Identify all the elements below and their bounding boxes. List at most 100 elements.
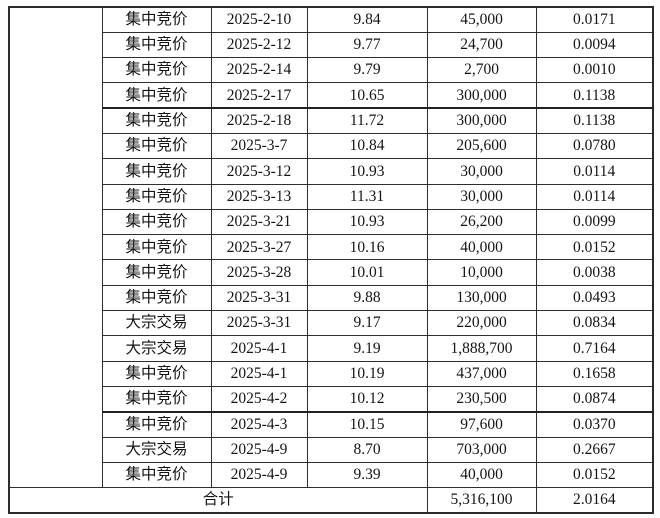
volume-cell: 205,600	[426, 132, 537, 160]
table-row: 集中竞价 2025-2-10 9.84 45,000 0.0171	[8, 6, 654, 489]
method-cell: 集中竞价	[101, 284, 212, 312]
date-cell: 2025-4-9	[210, 436, 308, 463]
table-row: 集中竞价 2025-2-12 9.77 24,700 0.0094	[9, 31, 654, 59]
table-row: 集中竞价 2025-2-17 10.65 300,000 0.1138	[9, 82, 654, 110]
price-cell: 9.77	[306, 31, 428, 59]
method-cell: 集中竞价	[101, 360, 212, 387]
method-cell: 集中竞价	[101, 259, 212, 286]
price-cell: 10.15	[306, 411, 428, 438]
method-cell: 集中竞价	[101, 234, 212, 261]
method-cell: 集中竞价	[101, 57, 212, 84]
date-cell: 2025-3-7	[210, 132, 308, 160]
table-row: 集中竞价 2025-3-28 10.01 10,000 0.0038	[9, 259, 654, 286]
ratio-cell: 0.0370	[535, 411, 654, 438]
method-cell: 集中竞价	[101, 132, 212, 160]
price-cell: 9.84	[306, 6, 428, 33]
date-cell: 2025-2-14	[210, 57, 308, 84]
method-cell: 大宗交易	[101, 436, 212, 463]
table-row: 集中竞价 2025-2-14 9.79 2,700 0.0010	[9, 57, 654, 84]
ratio-cell: 0.0038	[535, 259, 654, 286]
volume-cell: 24,700	[426, 31, 537, 59]
table-row: 集中竞价 2025-4-9 9.39 40,000 0.0152	[9, 461, 654, 489]
table-row: 集中竞价 2025-4-1 10.19 437,000 0.1658	[9, 360, 654, 387]
table-row: 大宗交易 2025-4-9 8.70 703,000 0.2667	[9, 436, 654, 463]
method-cell: 集中竞价	[101, 461, 212, 489]
price-cell: 11.31	[306, 183, 428, 210]
volume-cell: 220,000	[426, 310, 537, 337]
ratio-cell: 0.2667	[535, 436, 654, 463]
volume-cell: 30,000	[426, 158, 537, 185]
price-cell: 9.17	[306, 310, 428, 337]
method-cell: 集中竞价	[101, 82, 212, 110]
volume-cell: 300,000	[426, 107, 537, 134]
ratio-cell: 0.0493	[535, 284, 654, 312]
volume-cell: 2,700	[426, 57, 537, 84]
date-cell: 2025-3-13	[210, 183, 308, 210]
ratio-cell: 0.0152	[535, 461, 654, 489]
method-cell: 大宗交易	[101, 335, 212, 362]
method-cell: 大宗交易	[101, 310, 212, 337]
date-cell: 2025-3-27	[210, 234, 308, 261]
table-row: 集中竞价 2025-3-31 9.88 130,000 0.0493	[9, 284, 654, 312]
table-row: 集中竞价 2025-3-27 10.16 40,000 0.0152	[9, 234, 654, 261]
ratio-cell: 0.1138	[535, 82, 654, 110]
date-cell: 2025-4-1	[210, 360, 308, 387]
table-row: 集中竞价 2025-3-13 11.31 30,000 0.0114	[9, 183, 654, 210]
price-cell: 9.39	[306, 461, 428, 489]
price-cell: 10.65	[306, 82, 428, 110]
volume-cell: 703,000	[426, 436, 537, 463]
ratio-cell: 0.0874	[535, 385, 654, 413]
ratio-cell: 0.0114	[535, 158, 654, 185]
date-cell: 2025-4-1	[210, 335, 308, 362]
date-cell: 2025-4-9	[210, 461, 308, 489]
price-cell: 8.70	[306, 436, 428, 463]
table-row: 集中竞价 2025-3-21 10.93 26,200 0.0099	[9, 208, 654, 236]
price-cell: 10.93	[306, 208, 428, 236]
table-row: 集中竞价 2025-3-12 10.93 30,000 0.0114	[9, 158, 654, 185]
ratio-cell: 0.0094	[535, 31, 654, 59]
volume-cell: 437,000	[426, 360, 537, 387]
date-cell: 2025-3-28	[210, 259, 308, 286]
ratio-cell: 0.1138	[535, 107, 654, 134]
date-cell: 2025-2-18	[210, 107, 308, 134]
table-row: 集中竞价 2025-4-3 10.15 97,600 0.0370	[9, 411, 654, 438]
method-cell: 集中竞价	[101, 411, 212, 438]
table-row: 集中竞价 2025-3-7 10.84 205,600 0.0780	[9, 132, 654, 160]
trades-table-body: 集中竞价 2025-2-10 9.84 45,000 0.0171 集中竞价 2025-2-…	[8, 6, 654, 514]
method-cell: 集中竞价	[101, 31, 212, 59]
volume-cell: 40,000	[426, 234, 537, 261]
method-cell: 集中竞价	[101, 6, 212, 33]
merged-left-cell	[8, 6, 103, 489]
date-cell: 2025-2-10	[210, 6, 308, 33]
table-row: 大宗交易 2025-3-31 9.17 220,000 0.0834	[9, 310, 654, 337]
date-cell: 2025-3-12	[210, 158, 308, 185]
volume-cell: 130,000	[426, 284, 537, 312]
price-cell: 10.16	[306, 234, 428, 261]
volume-cell: 10,000	[426, 259, 537, 286]
price-cell: 10.01	[306, 259, 428, 286]
table-row: 集中竞价 2025-4-2 10.12 230,500 0.0874	[9, 385, 654, 413]
date-cell: 2025-2-12	[210, 31, 308, 59]
volume-cell: 97,600	[426, 411, 537, 438]
volume-cell: 300,000	[426, 82, 537, 110]
method-cell: 集中竞价	[101, 158, 212, 185]
ratio-cell: 0.0171	[535, 6, 654, 33]
ratio-cell: 0.0114	[535, 183, 654, 210]
total-row: 合计 5,316,100 2.0164	[8, 487, 654, 514]
price-cell: 10.12	[306, 385, 428, 413]
table-row: 集中竞价 2025-2-18 11.72 300,000 0.1138	[9, 107, 654, 134]
method-cell: 集中竞价	[101, 107, 212, 134]
method-cell: 集中竞价	[101, 208, 212, 236]
price-cell: 9.19	[306, 335, 428, 362]
total-volume-cell: 5,316,100	[426, 487, 537, 514]
date-cell: 2025-4-3	[210, 411, 308, 438]
ratio-cell: 0.0780	[535, 132, 654, 160]
ratio-cell: 0.0834	[535, 310, 654, 337]
total-label-cell: 合计	[8, 487, 428, 514]
date-cell: 2025-2-17	[210, 82, 308, 110]
volume-cell: 40,000	[426, 461, 537, 489]
price-cell: 9.79	[306, 57, 428, 84]
volume-cell: 45,000	[426, 6, 537, 33]
date-cell: 2025-3-31	[210, 284, 308, 312]
